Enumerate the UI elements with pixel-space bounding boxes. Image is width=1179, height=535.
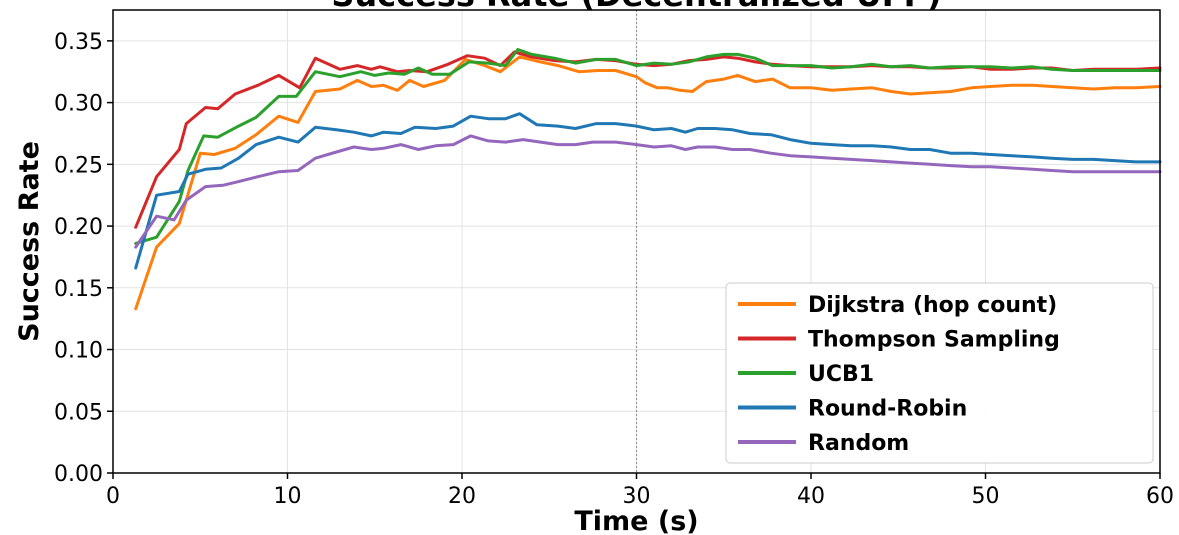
chart-title: Success Rate (Decentralized UFP) — [331, 0, 941, 14]
legend-label: Random — [808, 431, 909, 456]
x-tick-label: 60 — [1146, 484, 1174, 509]
y-tick-label: 0.00 — [54, 462, 103, 487]
series-line-ucb1 — [134, 48, 1162, 245]
x-tick-label: 50 — [972, 484, 1000, 509]
y-tick-label: 0.10 — [54, 339, 103, 364]
legend-label: Round-Robin — [808, 397, 967, 422]
y-tick-label: 0.15 — [54, 277, 103, 302]
y-axis-title: Success Rate — [14, 141, 45, 342]
series-line-random — [134, 134, 1162, 249]
y-tick-label: 0.30 — [54, 92, 103, 117]
x-tick-label: 30 — [623, 484, 651, 509]
x-tick-label: 10 — [274, 484, 302, 509]
y-tick-label: 0.25 — [54, 153, 103, 178]
series-lines — [134, 48, 1162, 311]
x-tick-label: 0 — [106, 484, 120, 509]
axis-ticks: 0 10 20 30 40 50 60 0.00 0.05 0.10 0.15 0.20 0.25 0.3… — [54, 30, 1174, 509]
y-tick-label: 0.05 — [54, 400, 103, 425]
y-tick-label: 0.35 — [54, 30, 103, 55]
x-axis-title: Time (s) — [574, 506, 698, 535]
series-line-dijkstra-hop-count — [134, 55, 1162, 311]
legend-box — [725, 282, 1154, 464]
legend-label: Thompson Sampling — [808, 328, 1060, 353]
x-tick-label: 20 — [448, 484, 476, 509]
series-line-round-robin — [134, 112, 1162, 270]
y-tick-label: 0.20 — [54, 215, 103, 240]
legend: Dijkstra (hop count) Thompson Sampling UCB… — [725, 282, 1154, 464]
legend-label: Dijkstra (hop count) — [808, 293, 1057, 318]
legend-label: UCB1 — [808, 362, 874, 387]
x-tick-label: 40 — [797, 484, 825, 509]
